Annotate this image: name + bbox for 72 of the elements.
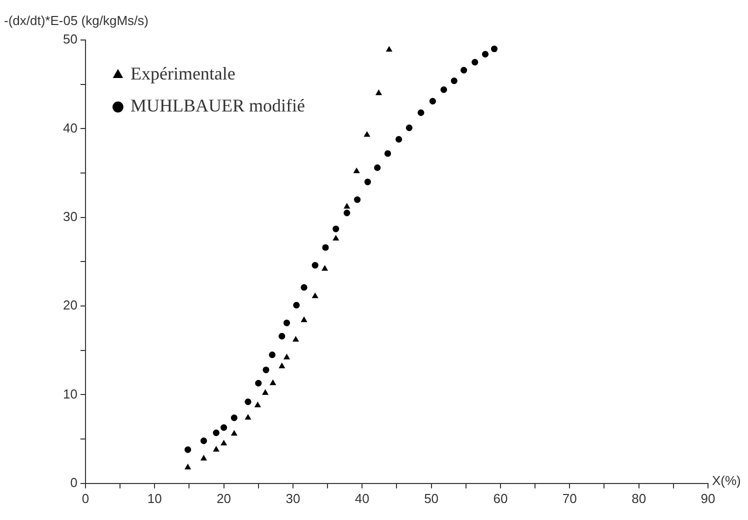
y-tick-label: 0 — [70, 474, 78, 490]
y-tick-label: 30 — [62, 208, 78, 224]
x-tick-label: 20 — [216, 490, 232, 506]
x-tick-label: 10 — [147, 490, 162, 506]
y-axis-title: -(dx/dt)*E-05 (kg/kgMs/s) — [4, 13, 148, 28]
x-tick-label: 60 — [493, 490, 508, 506]
point — [212, 430, 220, 436]
point — [429, 98, 436, 104]
point — [268, 352, 276, 358]
legend-label: Expérimentale — [130, 64, 236, 84]
point — [293, 302, 300, 308]
point — [354, 196, 361, 203]
point — [490, 46, 498, 52]
point — [220, 424, 228, 431]
point — [450, 77, 458, 84]
point — [332, 235, 339, 241]
x-tick-label: 80 — [632, 490, 646, 506]
point — [278, 363, 285, 368]
point — [283, 320, 290, 326]
point — [322, 265, 328, 271]
point — [344, 210, 350, 216]
point — [244, 398, 252, 406]
point — [312, 292, 318, 298]
point — [278, 332, 286, 340]
point — [376, 90, 382, 96]
point — [374, 164, 381, 171]
point — [301, 316, 307, 322]
point — [184, 446, 192, 453]
point — [322, 244, 329, 251]
x-axis-title: X(%) — [712, 472, 741, 488]
point — [262, 366, 270, 374]
point — [300, 284, 308, 291]
point — [418, 109, 424, 116]
x-tick-label: 30 — [286, 490, 300, 506]
y-tick-label: 50 — [62, 32, 78, 47]
y-tick-label: 20 — [62, 298, 78, 313]
point — [245, 414, 251, 420]
point — [184, 464, 191, 470]
point — [472, 58, 478, 66]
point — [200, 455, 207, 460]
point — [254, 402, 261, 408]
point — [332, 226, 340, 232]
point — [386, 46, 392, 52]
point — [482, 50, 489, 58]
point — [344, 203, 350, 209]
point — [262, 390, 268, 395]
point — [460, 66, 468, 74]
point — [364, 178, 371, 186]
x-tick-label: 50 — [424, 490, 439, 506]
legend-label: MUHLBAUER modifié — [130, 96, 305, 116]
x-tick-label: 0 — [82, 490, 90, 506]
x-tick-label: 70 — [562, 490, 577, 506]
point — [231, 430, 238, 436]
point — [213, 446, 220, 452]
y-tick-label: 40 — [62, 120, 78, 136]
x-tick-label: 90 — [700, 490, 716, 506]
point — [354, 168, 360, 174]
point — [292, 336, 299, 342]
point — [284, 354, 290, 360]
x-tick-label: 40 — [354, 490, 370, 506]
point — [384, 150, 392, 157]
point — [396, 136, 402, 143]
point — [440, 86, 448, 93]
point — [230, 414, 238, 422]
point — [406, 124, 412, 132]
point — [312, 262, 318, 269]
y-tick-label: 10 — [62, 386, 78, 402]
point — [364, 132, 370, 137]
point — [220, 440, 227, 446]
point — [200, 438, 208, 444]
point — [255, 380, 262, 386]
point — [270, 380, 276, 386]
